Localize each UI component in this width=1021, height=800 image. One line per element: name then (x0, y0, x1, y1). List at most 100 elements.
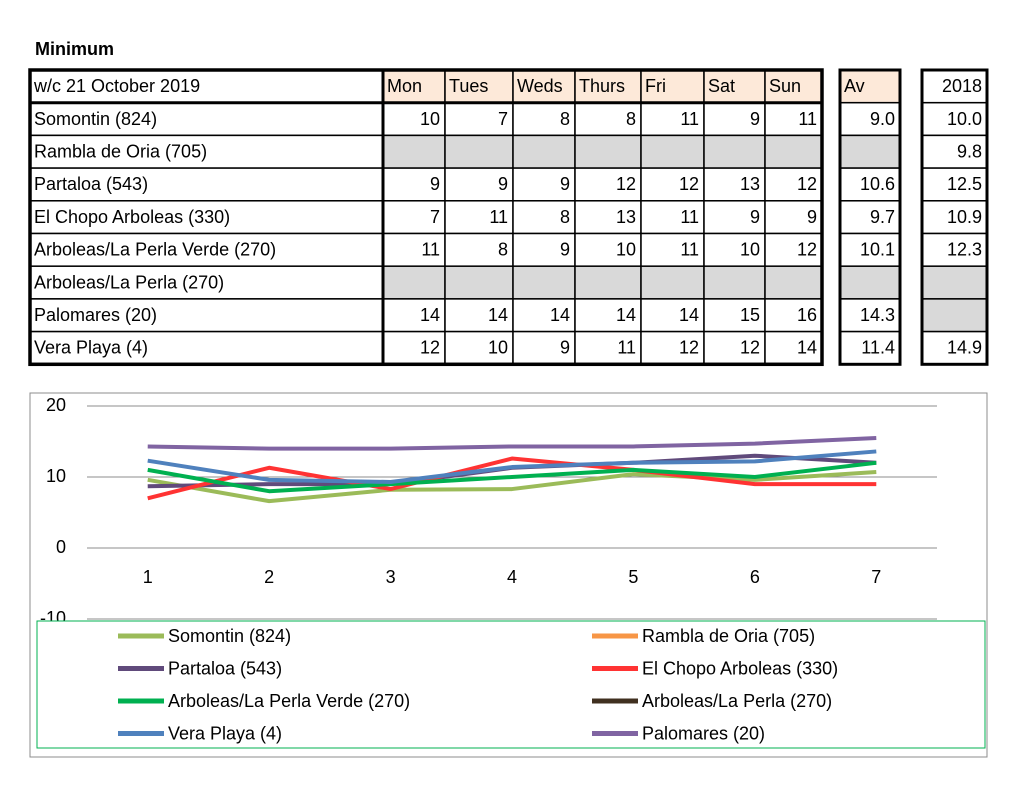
value-cell (574, 200, 642, 235)
series-line (147, 435, 877, 451)
cell-text: 11 (421, 240, 440, 260)
value-cell (703, 134, 766, 169)
cell-text: 14 (550, 305, 570, 325)
previous-year-cell (921, 134, 988, 169)
cell-text: 14.3 (860, 305, 895, 325)
value-cell (512, 200, 576, 235)
x-tick-label: 4 (507, 567, 517, 587)
cell-text: Tues (449, 76, 488, 96)
cell-text: Partaloa (543) (34, 174, 148, 194)
value-cell (382, 101, 446, 137)
value-cell (574, 167, 642, 202)
cell-text: 12 (797, 240, 817, 260)
value-cell (574, 330, 642, 366)
table-border (838, 68, 902, 366)
value-cell (574, 232, 642, 267)
cell-text: 8 (560, 109, 570, 129)
cell-text: 14.9 (947, 338, 982, 358)
previous-year-cell (921, 298, 988, 333)
cell-text: 9.8 (957, 142, 982, 162)
value-cell (382, 134, 446, 169)
cell-text: 10 (616, 240, 636, 260)
cell-text: 12 (616, 174, 636, 194)
average-cell (839, 101, 901, 137)
cell-text: 11 (680, 109, 699, 129)
cell-text: 14 (616, 305, 636, 325)
value-cell (640, 101, 705, 137)
cell-text: 12 (740, 338, 760, 358)
x-tick-label: 6 (750, 567, 760, 587)
cell-text: Palomares (20) (34, 305, 157, 325)
cell-text: 7 (498, 109, 508, 129)
cell-text: 11 (617, 338, 636, 358)
x-tick-label: 5 (628, 567, 638, 587)
series-line (147, 449, 877, 484)
cell-text: Vera Playa (4) (34, 338, 148, 358)
legend-label: Rambla de Oria (705) (642, 626, 815, 646)
cell-text: 11 (680, 207, 699, 227)
cell-text: 9 (430, 174, 440, 194)
value-cell (574, 134, 642, 169)
cell-text: 8 (498, 240, 508, 260)
cell-text: 16 (797, 305, 817, 325)
cell-text: 10 (740, 240, 760, 260)
cell-text: 8 (626, 109, 636, 129)
value-cell (764, 265, 823, 300)
legend-box (36, 620, 986, 749)
average-cell (839, 265, 901, 300)
value-cell (703, 265, 766, 300)
previous-year-cell (921, 330, 988, 366)
value-cell (640, 134, 705, 169)
average-cell (839, 167, 901, 202)
cell-text: Fri (645, 76, 666, 96)
legend-label: Somontin (824) (168, 626, 291, 646)
cell-text: 11.4 (861, 338, 895, 358)
series-line (147, 456, 877, 501)
header-cell (640, 69, 705, 104)
value-cell (382, 330, 446, 366)
cell-text: Rambla de Oria (705) (34, 142, 207, 162)
cell-text: 14 (420, 305, 440, 325)
average-cell (839, 134, 901, 169)
value-cell (703, 232, 766, 267)
header-cell (764, 69, 823, 104)
cell-text: 9 (807, 207, 817, 227)
value-cell (512, 232, 576, 267)
cell-text: 9 (750, 109, 760, 129)
page-title: Minimum (35, 39, 114, 59)
cell-text: Sat (708, 76, 735, 96)
y-tick-label: 0 (56, 537, 66, 557)
cell-text: 2018 (942, 76, 982, 96)
cell-text: 14 (679, 305, 699, 325)
legend-label: Partaloa (543) (168, 658, 282, 678)
legend-label: El Chopo Arboleas (330) (642, 658, 838, 678)
cell-text: 10.6 (860, 174, 895, 194)
x-tick-label: 7 (871, 567, 881, 587)
cell-text: 10.0 (947, 109, 982, 129)
series-line (147, 460, 877, 494)
value-cell (444, 134, 514, 169)
series-line (147, 470, 877, 504)
table-border (920, 68, 989, 366)
value-cell (640, 265, 705, 300)
x-tick-label: 2 (264, 567, 274, 587)
value-cell (764, 298, 823, 333)
cell-text: Arboleas/La Perla Verde (270) (34, 240, 276, 260)
value-cell (703, 330, 766, 366)
cell-text: 9.0 (870, 109, 895, 129)
x-tick-label: 1 (143, 567, 153, 587)
y-tick-label: 20 (46, 395, 66, 415)
cell-text: 9 (750, 207, 760, 227)
x-tick-label: 3 (386, 567, 396, 587)
cell-text: 13 (740, 174, 760, 194)
cell-text: Sun (769, 76, 801, 96)
cell-text: w/c 21 October 2019 (33, 76, 200, 96)
value-cell (512, 265, 576, 300)
cell-text: 9 (560, 338, 570, 358)
cell-text: El Chopo Arboleas (330) (34, 207, 230, 227)
cell-text: 12 (797, 174, 817, 194)
cell-text: 12 (420, 338, 440, 358)
cell-text: 10.1 (860, 240, 895, 260)
cell-text: 12.3 (947, 240, 982, 260)
